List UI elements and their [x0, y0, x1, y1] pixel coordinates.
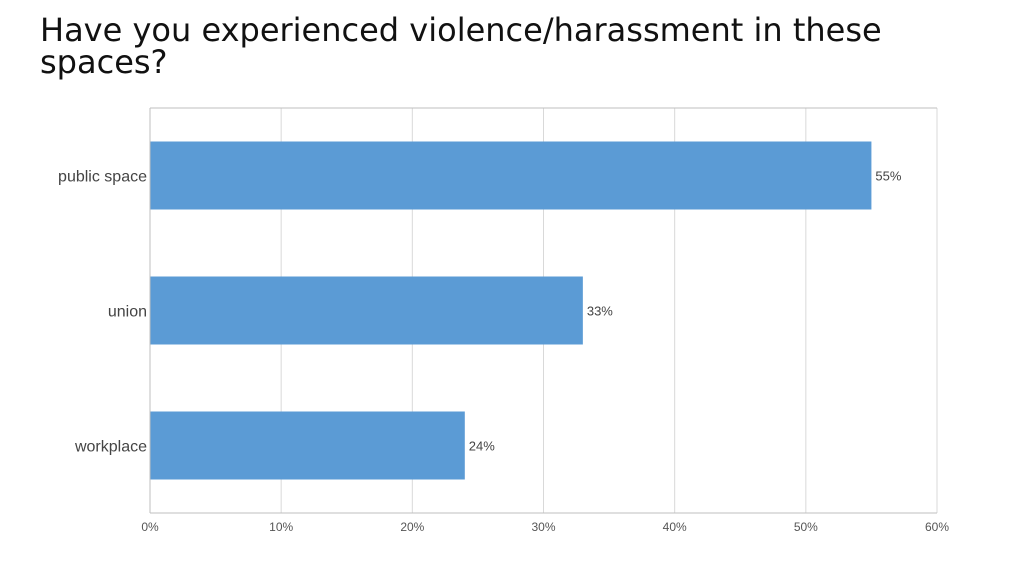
x-tick-label: 40% [663, 520, 687, 534]
bar [150, 411, 465, 480]
x-tick-label: 50% [794, 520, 818, 534]
x-tick-label: 60% [925, 520, 949, 534]
x-tick-label: 30% [531, 520, 555, 534]
category-labels: public space union workplace [58, 169, 147, 456]
bar [150, 276, 583, 345]
category-label: union [108, 304, 147, 321]
data-labels: 55% 33% 24% [469, 169, 902, 454]
chart-bars [150, 141, 872, 480]
category-label: public space [58, 169, 147, 186]
data-label: 55% [875, 169, 901, 184]
data-label: 24% [469, 439, 495, 454]
category-label: workplace [74, 439, 147, 456]
x-tick-label: 10% [269, 520, 293, 534]
slide-title: Have you experienced violence/harassment… [40, 11, 882, 81]
chart-axes [149, 107, 937, 514]
x-tick-label: 20% [400, 520, 424, 534]
data-label: 33% [587, 304, 613, 319]
x-axis-tick-labels: 0% 10% 20% 30% 40% 50% 60% [141, 520, 949, 534]
bar [150, 141, 872, 210]
x-tick-label: 0% [141, 520, 159, 534]
